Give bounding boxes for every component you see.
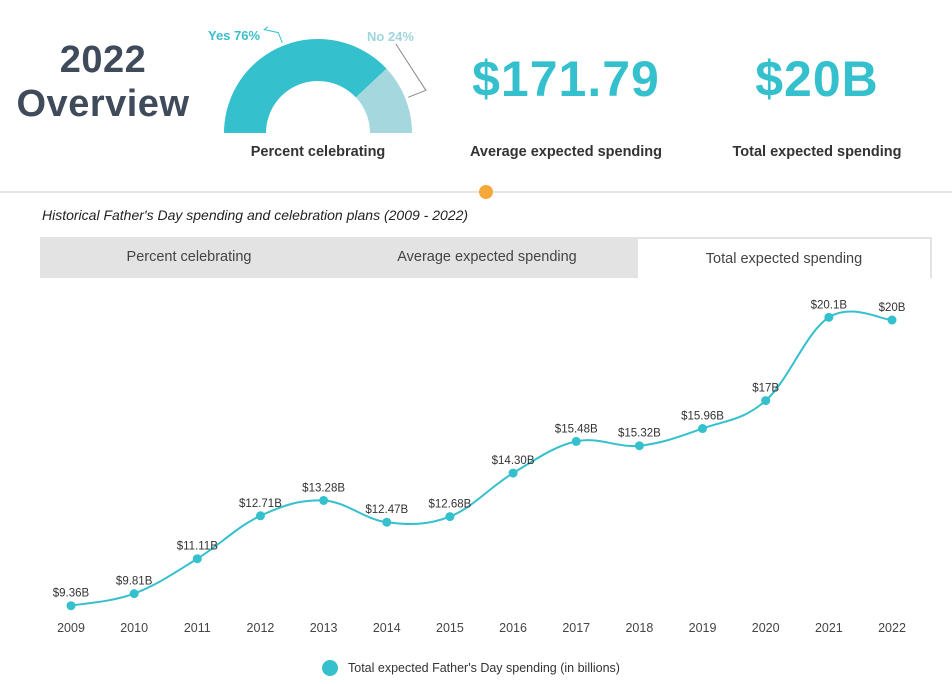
data-label-2012: $12.71B bbox=[239, 498, 282, 510]
x-tick-2010: 2010 bbox=[120, 621, 148, 635]
data-label-2013: $13.28B bbox=[302, 482, 345, 494]
data-label-2021: $20.1B bbox=[811, 299, 848, 311]
x-tick-2016: 2016 bbox=[499, 621, 527, 635]
total-spending-caption: Total expected spending bbox=[732, 144, 902, 160]
overview-year: 2022 bbox=[59, 39, 147, 81]
data-label-2020: $17B bbox=[752, 383, 779, 395]
overview-title: 2022 Overview bbox=[8, 38, 198, 126]
data-label-2015: $12.68B bbox=[428, 499, 471, 511]
gauge-no-label: No 24% bbox=[367, 29, 414, 44]
spending-line-chart: $9.36B 2009 $9.81B 2010 $11.11B 2011 $12.71B 20… bbox=[53, 299, 906, 635]
x-tick-2021: 2021 bbox=[815, 621, 843, 635]
data-label-2018: $15.32B bbox=[618, 428, 661, 440]
data-point-2012[interactable] bbox=[255, 511, 265, 521]
data-point-2013[interactable] bbox=[319, 495, 329, 505]
carousel-dot[interactable] bbox=[479, 185, 493, 199]
chart-legend[interactable]: Total expected Father's Day spending (in… bbox=[322, 658, 620, 678]
x-tick-2009: 2009 bbox=[57, 621, 85, 635]
data-point-2010[interactable] bbox=[129, 589, 139, 599]
x-tick-2019: 2019 bbox=[689, 621, 717, 635]
data-point-2014[interactable] bbox=[382, 517, 392, 527]
x-tick-2018: 2018 bbox=[625, 621, 653, 635]
data-point-2016[interactable] bbox=[508, 468, 518, 478]
data-label-2009: $9.36B bbox=[53, 588, 90, 600]
gauge-yes-segment[interactable] bbox=[224, 38, 387, 133]
gauge-yes-leader bbox=[263, 26, 283, 43]
celebration-gauge: Yes 76% No 24% bbox=[200, 22, 440, 172]
x-tick-2012: 2012 bbox=[247, 621, 275, 635]
gauge-caption: Percent celebrating bbox=[250, 144, 386, 160]
data-point-2019[interactable] bbox=[698, 424, 708, 434]
section-divider bbox=[0, 191, 952, 193]
data-label-2017: $15.48B bbox=[555, 423, 598, 435]
tab-percent-celebrating[interactable]: Percent celebrating bbox=[126, 249, 252, 265]
tab-average-expected-spending[interactable]: Average expected spending bbox=[397, 249, 577, 265]
average-spending-caption: Average expected spending bbox=[469, 144, 663, 160]
data-label-2010: $9.81B bbox=[116, 576, 153, 588]
data-label-2022: $20B bbox=[879, 302, 906, 314]
data-point-2015[interactable] bbox=[445, 512, 455, 522]
data-point-2009[interactable] bbox=[66, 601, 76, 611]
data-label-2016: $14.30B bbox=[492, 455, 535, 467]
data-point-2018[interactable] bbox=[634, 441, 644, 451]
overview-word: Overview bbox=[16, 83, 190, 125]
legend-swatch bbox=[322, 660, 338, 676]
data-point-2020[interactable] bbox=[761, 396, 771, 406]
data-point-2011[interactable] bbox=[192, 554, 202, 564]
data-point-2017[interactable] bbox=[571, 436, 581, 446]
data-point-2021[interactable] bbox=[824, 312, 834, 322]
data-label-2019: $15.96B bbox=[681, 411, 724, 423]
tab-total-expected-spending[interactable]: Total expected spending bbox=[636, 237, 932, 278]
x-tick-2014: 2014 bbox=[373, 621, 401, 635]
x-tick-2015: 2015 bbox=[436, 621, 464, 635]
total-spending-value: $20B bbox=[755, 51, 879, 107]
gauge-no-segment[interactable] bbox=[355, 68, 412, 133]
data-label-2014: $12.47B bbox=[365, 504, 408, 516]
gauge-yes-label: Yes 76% bbox=[208, 28, 261, 43]
legend-label: Total expected Father's Day spending (in… bbox=[348, 661, 620, 675]
chart-heading: Historical Father's Day spending and cel… bbox=[42, 207, 469, 223]
data-label-2011: $11.11B bbox=[177, 541, 218, 553]
x-tick-2020: 2020 bbox=[752, 621, 780, 635]
x-tick-2022: 2022 bbox=[878, 621, 906, 635]
x-tick-2013: 2013 bbox=[310, 621, 338, 635]
gauge-no-leader bbox=[395, 43, 427, 98]
average-spending-value: $171.79 bbox=[472, 51, 660, 107]
x-tick-2017: 2017 bbox=[562, 621, 590, 635]
x-tick-2011: 2011 bbox=[184, 621, 211, 635]
chart-tabs: Percent celebrating Average expected spe… bbox=[40, 237, 932, 278]
gauge-chart bbox=[224, 26, 427, 133]
data-point-2022[interactable] bbox=[887, 315, 897, 325]
